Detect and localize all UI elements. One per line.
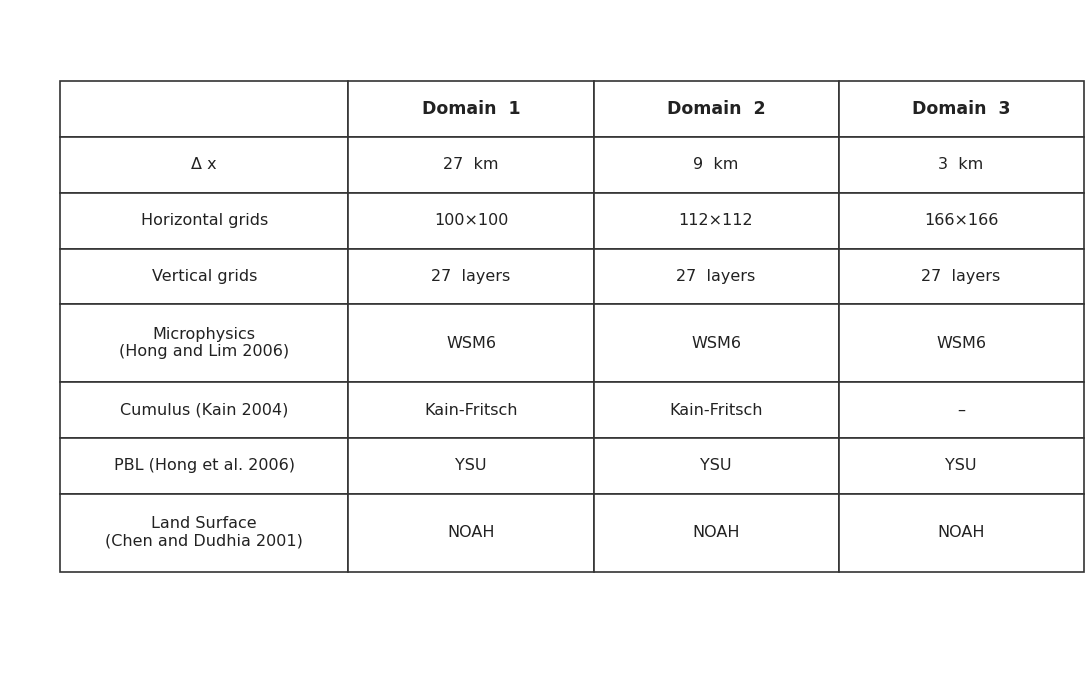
Bar (60, 81, 348, 137)
Bar (839, 304, 1084, 382)
Text: Cumulus (Kain 2004): Cumulus (Kain 2004) (120, 403, 289, 418)
Text: 27  layers: 27 layers (431, 269, 511, 284)
Bar (839, 494, 1084, 572)
Bar (60, 494, 348, 572)
Bar (60, 193, 348, 249)
Bar (348, 304, 594, 382)
Bar (60, 304, 348, 382)
Bar (594, 193, 839, 249)
Text: 27  layers: 27 layers (676, 269, 756, 284)
Text: 112×112: 112×112 (678, 213, 754, 228)
Text: Kain-Fritsch: Kain-Fritsch (425, 403, 517, 418)
Text: Domain  1: Domain 1 (421, 100, 521, 118)
Bar (839, 249, 1084, 304)
Text: Δ x: Δ x (192, 158, 217, 172)
Text: WSM6: WSM6 (937, 335, 986, 351)
Bar (594, 249, 839, 304)
Bar (348, 438, 594, 494)
Bar (594, 494, 839, 572)
Bar (348, 137, 594, 193)
Text: 27  km: 27 km (443, 158, 499, 172)
Text: 166×166: 166×166 (923, 213, 999, 228)
Text: 27  layers: 27 layers (921, 269, 1001, 284)
Text: 3  km: 3 km (939, 158, 983, 172)
Text: YSU: YSU (455, 458, 487, 473)
Bar (839, 81, 1084, 137)
Text: Domain  3: Domain 3 (911, 100, 1011, 118)
Bar (594, 438, 839, 494)
Bar (348, 193, 594, 249)
Bar (839, 382, 1084, 438)
Text: PBL (Hong et al. 2006): PBL (Hong et al. 2006) (113, 458, 295, 473)
Text: NOAH: NOAH (938, 525, 984, 540)
Text: Domain  2: Domain 2 (666, 100, 766, 118)
Text: Horizontal grids: Horizontal grids (140, 213, 268, 228)
Text: WSM6: WSM6 (446, 335, 495, 351)
Text: 100×100: 100×100 (433, 213, 509, 228)
Bar (594, 81, 839, 137)
Bar (594, 137, 839, 193)
Bar (60, 137, 348, 193)
Text: Kain-Fritsch: Kain-Fritsch (670, 403, 762, 418)
Bar (348, 249, 594, 304)
Text: 9  km: 9 km (694, 158, 738, 172)
Bar (839, 137, 1084, 193)
Bar (348, 382, 594, 438)
Text: WSM6: WSM6 (692, 335, 741, 351)
Text: YSU: YSU (700, 458, 732, 473)
Text: YSU: YSU (945, 458, 977, 473)
Bar (60, 438, 348, 494)
Bar (594, 304, 839, 382)
Bar (60, 249, 348, 304)
Text: Microphysics
(Hong and Lim 2006): Microphysics (Hong and Lim 2006) (119, 327, 290, 359)
Bar (60, 382, 348, 438)
Text: Land Surface
(Chen and Dudhia 2001): Land Surface (Chen and Dudhia 2001) (106, 517, 303, 549)
Bar (839, 438, 1084, 494)
Text: –: – (957, 403, 965, 418)
Text: NOAH: NOAH (693, 525, 739, 540)
Bar (348, 81, 594, 137)
Bar (594, 382, 839, 438)
Text: NOAH: NOAH (448, 525, 494, 540)
Bar (348, 494, 594, 572)
Text: Vertical grids: Vertical grids (151, 269, 257, 284)
Bar (839, 193, 1084, 249)
